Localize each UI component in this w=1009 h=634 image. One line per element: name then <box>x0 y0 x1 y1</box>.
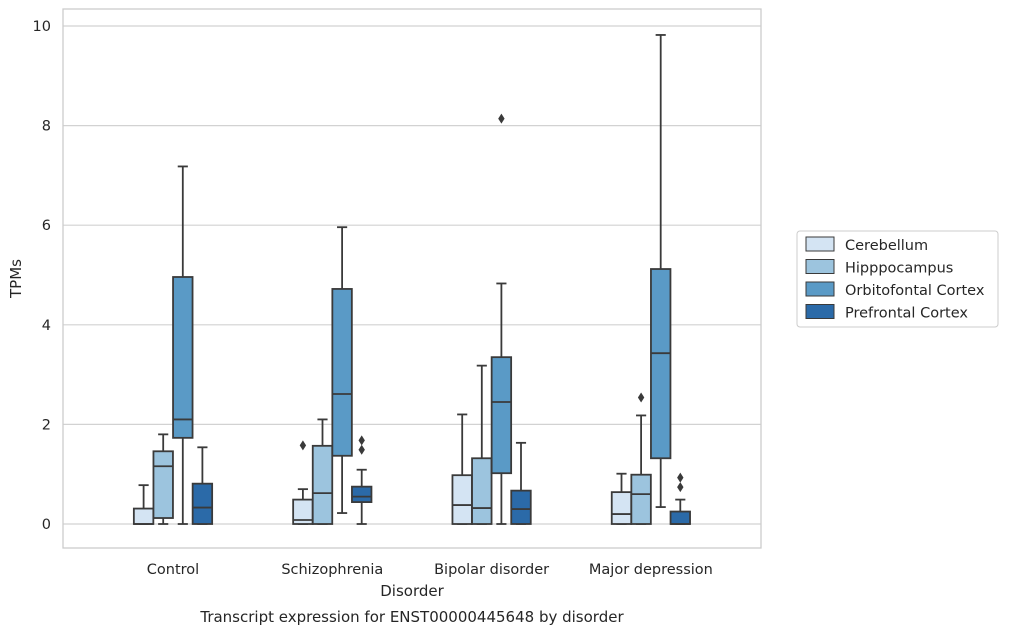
box-iqr <box>451 474 473 525</box>
box-orbitofontal-cortex <box>490 113 513 525</box>
box-prefrontal-cortex <box>351 435 373 525</box>
legend-label: Hipppocampus <box>845 261 953 277</box>
y-tick-label: 8 <box>42 119 51 135</box>
legend-swatch <box>805 259 835 274</box>
x-tick-label: Schizophrenia <box>281 562 383 578</box>
y-tick-label: 4 <box>42 318 51 334</box>
y-tick-label: 2 <box>42 417 51 433</box>
box-iqr <box>172 276 194 439</box>
plot-frame <box>62 8 762 549</box>
outlier-point <box>677 482 684 493</box>
box-hipppocampus <box>630 392 652 525</box>
box-hipppocampus <box>471 364 493 525</box>
box-prefrontal-cortex <box>191 446 214 525</box>
box-iqr <box>650 268 672 460</box>
box-cerebellum <box>451 413 473 525</box>
box-iqr <box>630 473 652 525</box>
box-orbitofontal-cortex <box>172 165 194 525</box>
y-tick-label: 10 <box>33 19 51 35</box>
legend-frame <box>796 230 999 328</box>
y-tick-labels: 0 2 4 6 8 10 <box>33 19 51 533</box>
legend-swatch <box>805 304 835 319</box>
box-orbitofontal-cortex <box>650 34 672 508</box>
box-prefrontal-cortex <box>510 441 532 525</box>
box-iqr <box>331 288 353 457</box>
box-iqr <box>510 489 532 525</box>
outlier-point <box>358 435 365 446</box>
box-iqr <box>152 450 174 519</box>
legend-label: Prefrontal Cortex <box>845 306 968 322</box>
box-cerebellum <box>292 440 314 525</box>
box-iqr <box>610 491 633 525</box>
y-tick-label: 6 <box>42 218 51 234</box>
box-iqr <box>351 485 373 503</box>
y-tick-label: 0 <box>42 517 51 533</box>
box-iqr <box>191 482 214 525</box>
x-tick-label: Control <box>147 562 199 578</box>
x-tick-labels: Control Schizophrenia Bipolar disorder Majo… <box>147 562 713 578</box>
box-iqr <box>471 457 493 525</box>
box-orbitofontal-cortex <box>331 226 353 514</box>
box-hipppocampus <box>152 433 174 525</box>
box-prefrontal-cortex <box>669 472 691 525</box>
legend-label: Orbitofontal Cortex <box>845 283 985 299</box>
chart-caption: Transcript expression for ENST0000044564… <box>199 608 624 626</box>
legend-swatch <box>805 236 835 252</box>
box-iqr <box>311 444 334 525</box>
outlier-point <box>498 113 505 124</box>
x-tick-label: Bipolar disorder <box>434 562 549 578</box>
outlier-point <box>358 444 365 455</box>
box-iqr <box>490 356 513 475</box>
x-axis-title: Disorder <box>380 582 444 600</box>
box-cerebellum <box>132 484 155 525</box>
outlier-point <box>637 392 645 403</box>
legend-label: Cerebellum <box>845 238 928 254</box>
box-hipppocampus <box>311 418 334 525</box>
outlier-point <box>299 440 307 451</box>
legend-swatch <box>805 281 835 297</box>
box-iqr <box>132 507 155 525</box>
y-axis-title: TPMs <box>7 259 25 299</box>
box-cerebellum <box>610 472 633 525</box>
box-iqr <box>669 510 691 525</box>
legend: Cerebellum Hipppocampus Orbitofontal Corte… <box>796 230 999 328</box>
outlier-point <box>677 472 684 483</box>
x-tick-label: Major depression <box>589 562 713 578</box>
box-series <box>132 34 691 525</box>
